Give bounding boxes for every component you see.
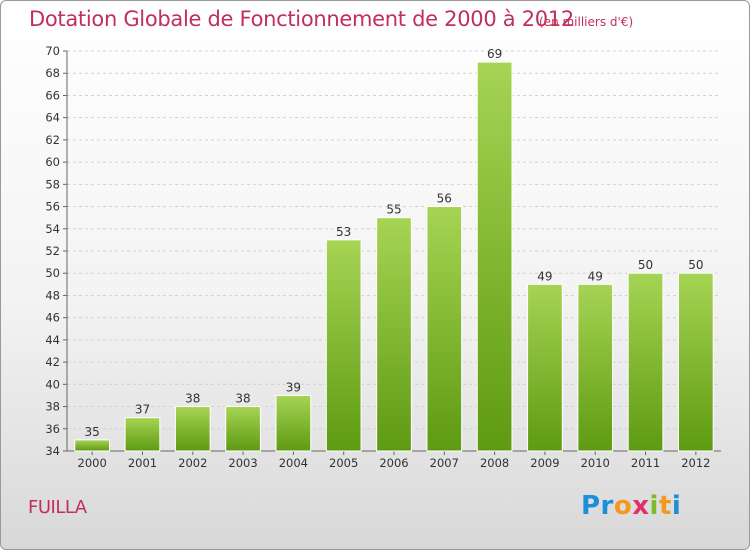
x-tick-label-2003: 2003 xyxy=(228,456,257,470)
value-label-2010: 49 xyxy=(588,269,603,283)
x-tick-label-2007: 2007 xyxy=(430,456,459,470)
y-tick-label: 60 xyxy=(45,155,60,169)
x-tick-label-2009: 2009 xyxy=(530,456,559,470)
bar-2011 xyxy=(627,272,664,452)
value-label-2005: 53 xyxy=(336,225,351,239)
y-tick-label: 44 xyxy=(45,333,60,347)
value-label-2001: 37 xyxy=(135,403,150,417)
logo-part-1: o xyxy=(613,491,633,521)
y-tick-label: 56 xyxy=(45,200,60,214)
chart-subtitle: (en milliers d'€) xyxy=(539,15,634,29)
bar-2002 xyxy=(174,406,211,452)
y-tick-label: 52 xyxy=(45,244,60,258)
x-tick-label-2001: 2001 xyxy=(128,456,157,470)
bar-2007 xyxy=(426,206,463,452)
x-tick-label-2005: 2005 xyxy=(329,456,358,470)
y-tick-label: 38 xyxy=(45,400,60,414)
y-tick-label: 66 xyxy=(45,88,60,102)
bar-2001 xyxy=(124,417,161,452)
labels: 34 36 38 40 42 44 46 48 50 52 54 56 58 60 62 64 66 68 70 35… xyxy=(45,44,710,470)
value-label-2003: 38 xyxy=(235,392,250,406)
x-tick-label-2004: 2004 xyxy=(279,456,308,470)
chart-title: Dotation Globale de Fonctionnement de 20… xyxy=(29,7,574,31)
bar-2003 xyxy=(225,406,261,452)
x-tick-label-2008: 2008 xyxy=(480,456,509,470)
value-label-2004: 39 xyxy=(286,380,301,394)
y-tick-label: 68 xyxy=(45,66,60,80)
x-tick-label-2000: 2000 xyxy=(78,456,107,470)
value-label-2011: 50 xyxy=(638,258,653,272)
value-label-2006: 55 xyxy=(386,203,401,217)
y-tick-label: 54 xyxy=(45,222,60,236)
value-label-2012: 50 xyxy=(688,258,703,272)
y-tick-label: 36 xyxy=(45,422,60,436)
logo-part-3: i xyxy=(649,491,659,521)
proxiti-logo[interactable]: Proxiti xyxy=(581,491,681,521)
value-label-2008: 69 xyxy=(487,47,502,61)
y-tick-label: 64 xyxy=(45,111,60,125)
x-tick-label-2006: 2006 xyxy=(379,456,408,470)
bar-2010 xyxy=(577,283,614,452)
y-tick-label: 40 xyxy=(45,377,60,391)
bar-2004 xyxy=(275,394,312,452)
y-tick-label: 34 xyxy=(45,444,60,458)
bar-2009 xyxy=(527,283,563,452)
bar-2000 xyxy=(74,439,111,452)
y-tick-label: 70 xyxy=(45,44,60,58)
logo-part-0: Pr xyxy=(581,491,614,521)
x-tick-label-2011: 2011 xyxy=(631,456,660,470)
y-tick-label: 42 xyxy=(45,355,60,369)
y-tick-label: 50 xyxy=(45,266,60,280)
value-label-2002: 38 xyxy=(185,392,200,406)
logo-part-4: t xyxy=(658,491,672,521)
bar-2008 xyxy=(476,61,513,452)
logo-part-5: i xyxy=(671,491,682,521)
y-tick-label: 58 xyxy=(45,177,60,191)
bars xyxy=(74,61,714,452)
x-tick-label-2010: 2010 xyxy=(581,456,610,470)
value-label-2007: 56 xyxy=(437,192,452,206)
bar-2005 xyxy=(325,239,362,452)
y-tick-label: 62 xyxy=(45,133,60,147)
bar-2012 xyxy=(677,272,714,452)
logo-part-2: x xyxy=(632,491,650,521)
bar-2006 xyxy=(376,217,412,452)
value-label-2000: 35 xyxy=(85,425,100,439)
y-tick-label: 48 xyxy=(45,288,60,302)
place-name: FUILLA xyxy=(28,497,87,518)
value-label-2009: 49 xyxy=(537,269,552,283)
y-tick-label: 46 xyxy=(45,311,60,325)
x-tick-label-2002: 2002 xyxy=(178,456,207,470)
x-tick-label-2012: 2012 xyxy=(681,456,710,470)
